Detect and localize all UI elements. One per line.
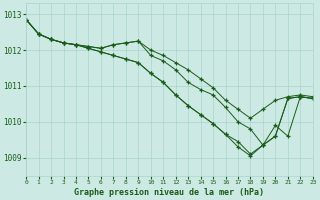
X-axis label: Graphe pression niveau de la mer (hPa): Graphe pression niveau de la mer (hPa): [75, 188, 264, 197]
